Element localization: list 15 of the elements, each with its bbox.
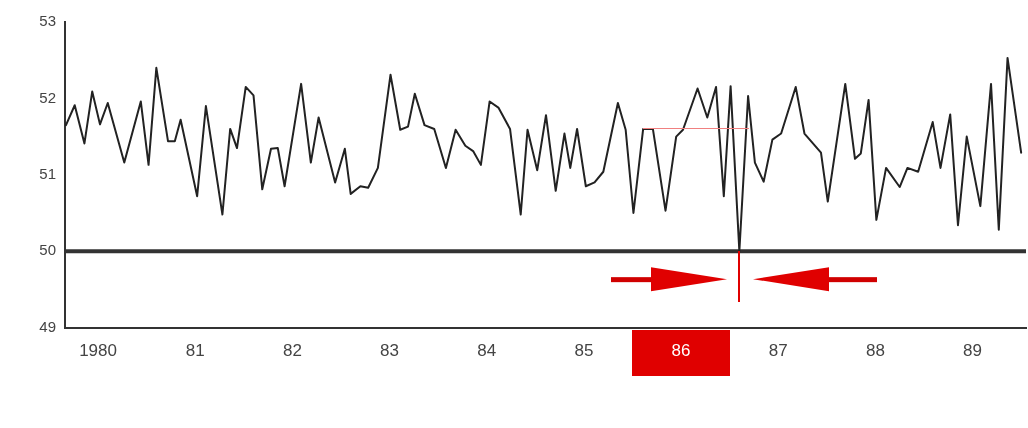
x-tick-label: 87 — [768, 341, 788, 361]
y-tick-label: 50 — [39, 241, 56, 259]
y-tick-label: 49 — [39, 317, 56, 335]
x-tick-label: 82 — [282, 341, 302, 361]
x-tick-label: 83 — [380, 341, 399, 361]
y-tick-label: 52 — [39, 88, 56, 106]
x-tick-label: 84 — [477, 341, 497, 361]
x-tick-label: 85 — [574, 341, 594, 361]
x-tick-label: 1980 — [79, 341, 117, 361]
x-tick-label: 88 — [865, 341, 885, 361]
x-tick-label: 81 — [185, 341, 205, 361]
x-tick-label: 86 — [671, 341, 691, 361]
x-tick-label: 89 — [963, 341, 983, 361]
y-tick-label: 51 — [39, 164, 56, 182]
y-tick-label: 53 — [39, 12, 56, 30]
